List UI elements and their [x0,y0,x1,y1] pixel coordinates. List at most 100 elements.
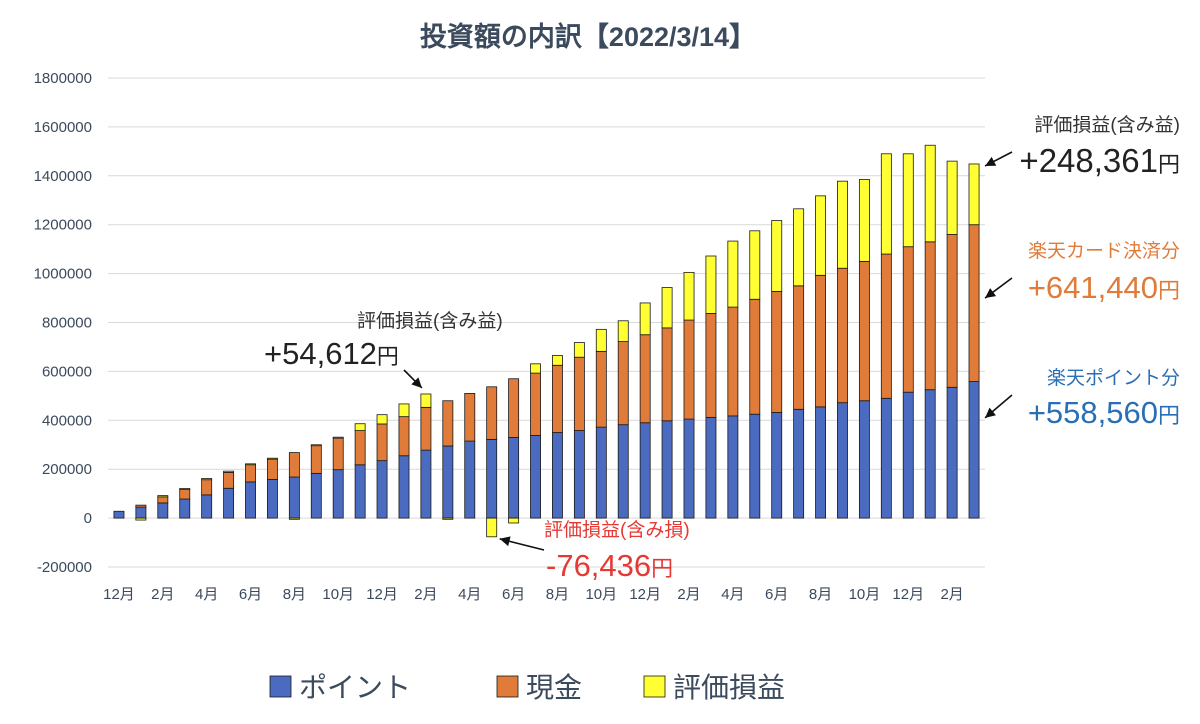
bar-point [354,464,366,519]
bar-pnl [157,495,169,498]
bar-cash [398,416,410,457]
x-tick-label: 10月 [322,586,354,603]
bars [113,144,980,538]
bar-cash [530,372,541,436]
bar-pnl [573,342,585,358]
bar-point [661,420,673,519]
bar-pnl [837,180,848,269]
legend-label: 現金 [526,672,582,703]
bar-cash [880,253,892,399]
bar-cash [617,341,629,426]
x-tick-label: 10月 [585,586,617,603]
gain-early-value: +54,612円 [264,336,399,371]
bar-point [946,386,958,519]
bar-point [552,432,563,519]
bar-cash [201,479,213,496]
bar-pnl [727,240,739,308]
bar-pnl [332,436,344,439]
x-tick-label: 6月 [502,586,525,603]
bar-pnl [486,517,498,538]
y-tick-label: 1200000 [34,217,92,234]
points-arrowhead [985,407,996,418]
bar-pnl [354,423,366,431]
bar-point [420,449,432,519]
bar-pnl [266,457,278,460]
bar-cash [902,246,914,393]
y-tick-label: 800000 [42,315,92,332]
bar-point [245,481,256,519]
bar-point [464,440,476,519]
bar-cash [946,234,958,388]
bar-cash [639,334,651,424]
bar-pnl [310,444,322,447]
x-tick-label: 6月 [239,586,262,603]
bar-cash [179,488,191,500]
x-tick-label: 6月 [765,586,788,603]
legend-swatch [269,675,292,698]
bar-point [223,487,235,519]
bar-point [793,408,805,519]
bar-cash [924,241,936,391]
card-arrowhead [985,288,997,299]
x-tick-label: 8月 [546,586,569,603]
bar-point [266,479,278,519]
x-tick-label: 12月 [629,586,661,603]
bar-pnl [771,220,783,292]
bar-pnl [617,320,629,342]
x-axis-ticks: 12月 2月 4月 6月 8月 10月 12月 2月 4月 6月 8月 10月 12月 2月 4月 6月 8月 1… [103,586,964,603]
bar-cash [376,423,388,462]
bar-pnl [530,363,541,374]
bar-point [332,469,344,519]
bar-point [310,472,322,519]
bar-cash [486,386,498,440]
bar-cash [815,274,827,408]
bar-point [968,381,980,519]
bar-point [376,460,388,519]
x-tick-label: 4月 [195,586,218,603]
bar-point [705,416,717,519]
y-tick-label: 1400000 [34,168,92,185]
legend-label: 評価損益 [673,672,785,703]
bar-cash [223,471,235,489]
bar-point [595,426,607,519]
bar-point [398,455,410,519]
bar-cash [266,458,278,480]
bar-pnl [683,271,695,321]
bar-pnl [793,208,805,287]
bar-point [880,397,892,519]
bar-pnl [968,163,980,226]
bar-pnl [288,517,300,520]
bar-point [442,445,454,519]
bar-point [508,437,520,519]
bar-pnl [508,517,520,524]
loss-label: 評価損益(含み損) [544,519,690,541]
bar-pnl [376,414,388,425]
bar-point [683,418,695,519]
bar-pnl [245,463,256,466]
bar-pnl [639,302,651,336]
bar-pnl [705,255,717,314]
gain-latest-arrowhead [985,156,997,166]
x-tick-label: 8月 [283,586,306,603]
x-tick-label: 2月 [414,586,437,603]
bar-point [837,402,848,519]
bar-cash [157,496,169,504]
legend-label: ポイント [299,672,411,703]
bar-point [727,415,739,519]
bar-cash [288,452,300,478]
legend: ポイント 現金 評価損益 [269,672,785,703]
bar-cash [573,356,585,431]
bar-cash [442,400,454,447]
bar-point [902,391,914,519]
bar-cash [771,291,783,413]
bar-cash [683,319,695,420]
y-tick-label: 200000 [42,461,92,478]
x-tick-label: 10月 [849,586,881,603]
bar-cash [837,267,848,404]
x-tick-label: 8月 [809,586,832,603]
bar-cash [464,393,476,442]
bar-cash [705,313,717,418]
bar-cash [749,298,761,415]
